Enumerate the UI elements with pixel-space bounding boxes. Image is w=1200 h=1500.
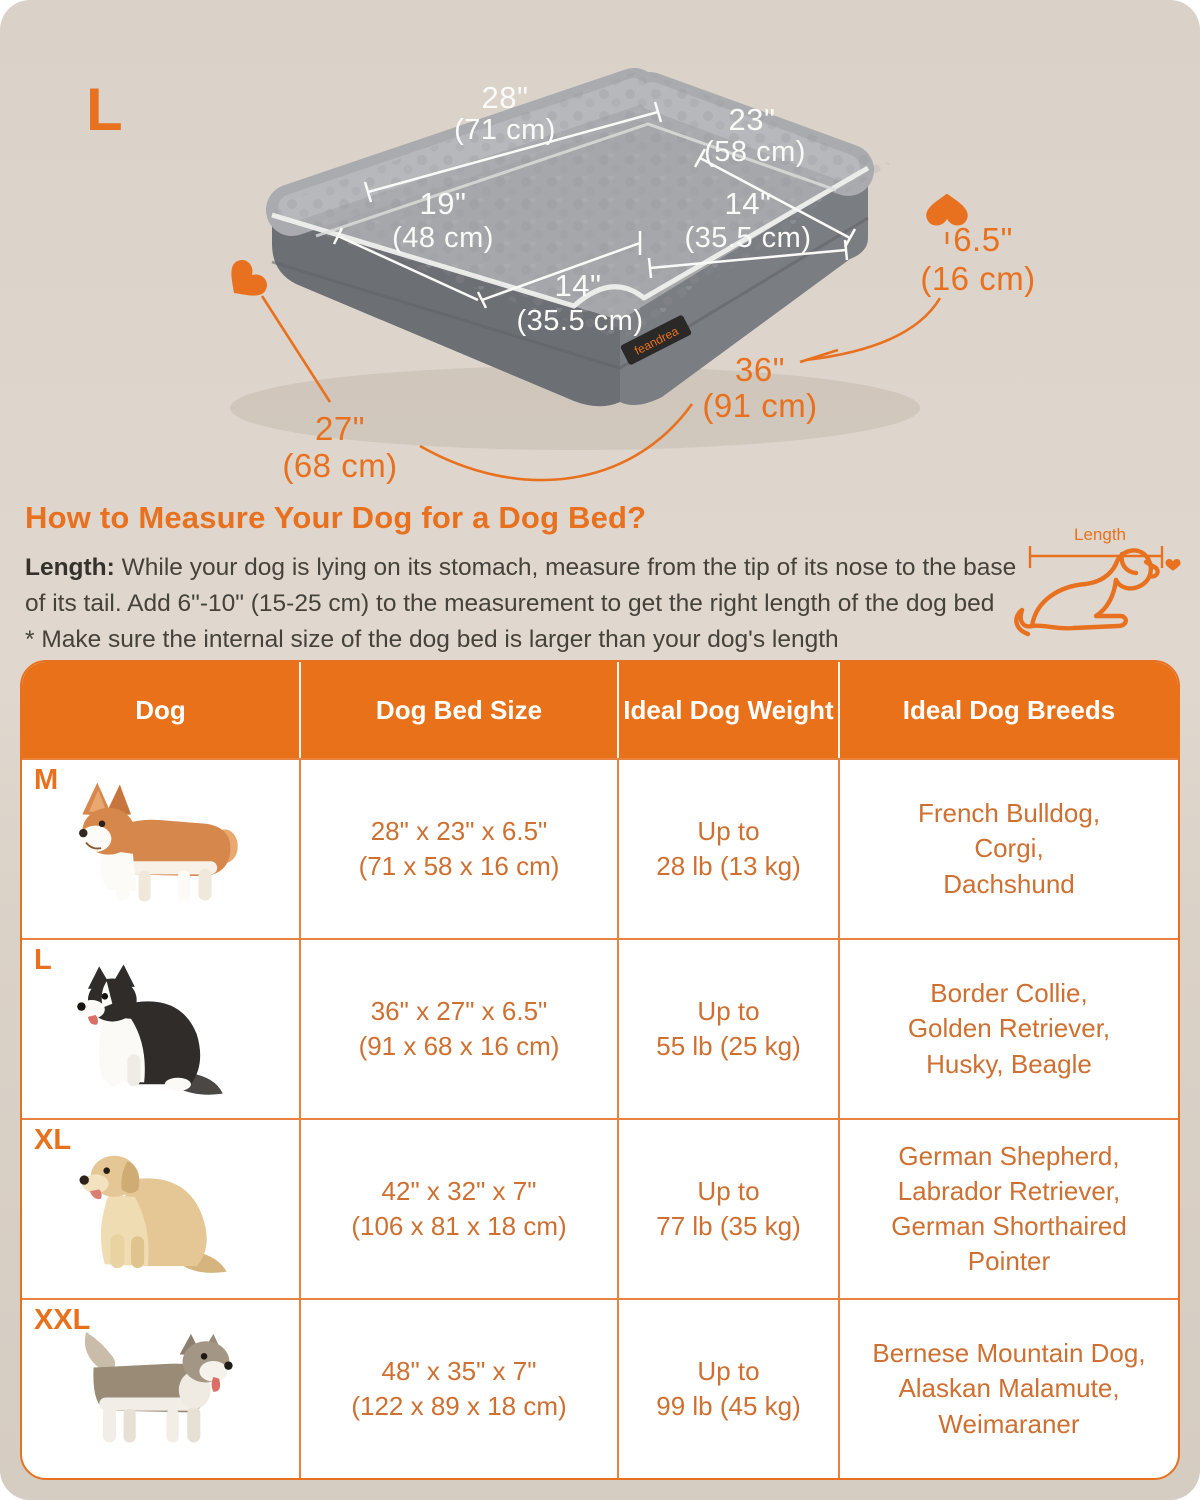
dog-bed-diagram: feandrea 28" (71 cm) 23" (58 cm) 19" (48… [230, 68, 1035, 484]
measure-note: * Make sure the internal size of the dog… [25, 626, 839, 653]
length-measure-line [1028, 546, 1164, 568]
dim-right-depth-cm: (58 cm) [704, 136, 806, 168]
bed-base [271, 168, 869, 407]
size-badge: L [86, 76, 123, 143]
cell-weight: Up to 77 lb (35 kg) [617, 1118, 838, 1298]
cell-breeds: German Shepherd, Labrador Retriever, Ger… [838, 1118, 1178, 1298]
col-header-weight: Ideal Dog Weight [617, 662, 838, 758]
cell-weight: Up to 99 lb (45 kg) [617, 1298, 838, 1478]
dim-base-width-in: 36" [735, 351, 785, 388]
dimension-lines-orange [260, 232, 949, 482]
heart-icon [1165, 559, 1181, 571]
dim-inner-right-cm: (35.5 cm) [685, 222, 812, 254]
row-size-letter: XL [34, 1124, 72, 1156]
table-row-dog-cell: L [22, 938, 299, 1118]
measure-instructions: Length: While your dog is lying on its s… [25, 550, 1185, 658]
col-header-size: Dog Bed Size [299, 662, 617, 758]
cell-weight: Up to 55 lb (25 kg) [617, 938, 838, 1118]
dog-outline-icon [1014, 548, 1160, 637]
measure-line2: of its tail. Add 6"-10" (15-25 cm) to th… [25, 590, 995, 617]
col-header-dog: Dog [22, 662, 299, 758]
dim-back-width-cm: (71 cm) [454, 114, 556, 146]
dim-inner-left-cm: (48 cm) [392, 222, 494, 254]
dog-photo [56, 1313, 266, 1465]
dim-base-depth-in: 27" [315, 410, 365, 447]
cell-breeds: Bernese Mountain Dog, Alaskan Malamute, … [838, 1298, 1178, 1478]
dim-right-depth-in: 23" [729, 102, 776, 137]
row-size-letter: L [34, 944, 52, 976]
cell-breeds: Border Collie, Golden Retriever, Husky, … [838, 938, 1178, 1118]
section-heading: How to Measure Your Dog for a Dog Bed? [25, 500, 647, 535]
heart-pointer-left [231, 260, 267, 296]
heart-pointer-right [926, 193, 968, 226]
dim-inner-front-in: 14" [555, 268, 602, 303]
cell-breeds: French Bulldog, Corgi, Dachshund [838, 758, 1178, 938]
diagram-length-label: Length [1074, 525, 1126, 544]
dim-base-depth-cm: (68 cm) [282, 447, 397, 484]
dim-back-width-in: 28" [482, 80, 529, 115]
dog-photo [56, 773, 266, 925]
cell-bed-size: 48" x 35" x 7" (122 x 89 x 18 cm) [299, 1298, 617, 1478]
table-row-dog-cell: XL [22, 1118, 299, 1298]
col-header-breeds: Ideal Dog Breeds [838, 662, 1178, 758]
size-table: Dog Dog Bed Size Ideal Dog Weight Ideal … [20, 660, 1180, 1480]
bed-shadow [230, 366, 920, 450]
dog-photo [56, 1133, 266, 1285]
dimension-lines-white [332, 101, 857, 309]
dim-height-in: 6.5" [953, 221, 1013, 258]
dim-height-cm: (16 cm) [920, 260, 1035, 297]
length-label: Length: [25, 554, 115, 581]
table-row-dog-cell: M [22, 758, 299, 938]
dog-length-diagram: Length [1014, 525, 1181, 637]
dog-photo [56, 953, 266, 1105]
cell-weight: Up to 28 lb (13 kg) [617, 758, 838, 938]
measure-line1: While your dog is lying on its stomach, … [121, 554, 1017, 581]
row-size-letter: M [34, 764, 59, 796]
cell-bed-size: 28" x 23" x 6.5" (71 x 58 x 16 cm) [299, 758, 617, 938]
dim-inner-front-cm: (35.5 cm) [517, 305, 644, 337]
row-size-letter: XXL [34, 1304, 91, 1336]
cell-bed-size: 42" x 32" x 7" (106 x 81 x 18 cm) [299, 1118, 617, 1298]
dim-inner-right-in: 14" [725, 186, 772, 221]
cell-bed-size: 36" x 27" x 6.5" (91 x 68 x 16 cm) [299, 938, 617, 1118]
dim-base-width-cm: (91 cm) [702, 387, 817, 424]
how-to-measure-section: How to Measure Your Dog for a Dog Bed? L… [25, 500, 1185, 658]
dim-inner-left-in: 19" [420, 186, 467, 221]
table-row-dog-cell: XXL [22, 1298, 299, 1478]
